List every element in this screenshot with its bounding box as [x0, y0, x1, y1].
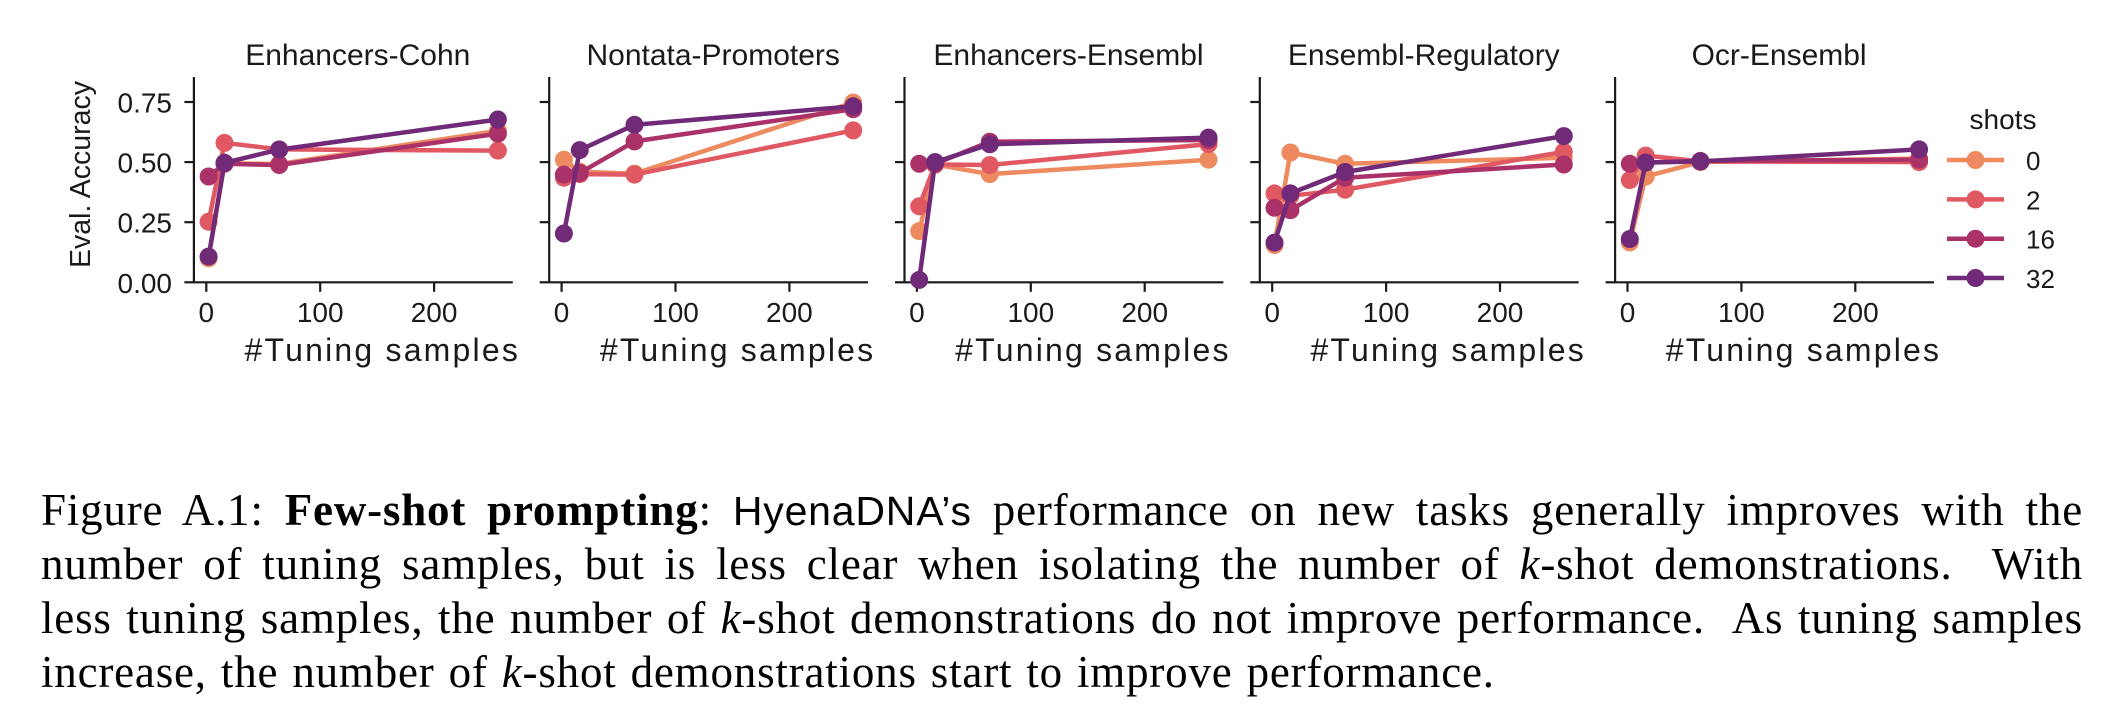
- svg-text:16: 16: [2026, 225, 2055, 255]
- svg-text:0: 0: [554, 297, 570, 328]
- svg-text:Enhancers-Ensembl: Enhancers-Ensembl: [933, 39, 1203, 72]
- svg-text:Enhancers-Cohn: Enhancers-Cohn: [245, 39, 470, 72]
- svg-text:0.00: 0.00: [118, 268, 173, 299]
- svg-text:100: 100: [1718, 297, 1765, 328]
- svg-text:#Tuning samples: #Tuning samples: [245, 332, 521, 368]
- svg-text:100: 100: [1363, 297, 1410, 328]
- svg-text:200: 200: [1477, 297, 1524, 328]
- svg-text:Nontata-Promoters: Nontata-Promoters: [586, 39, 839, 72]
- svg-text:100: 100: [297, 297, 344, 328]
- svg-text:0: 0: [1620, 297, 1636, 328]
- svg-text:0: 0: [2026, 146, 2040, 176]
- svg-text:32: 32: [2026, 264, 2055, 294]
- svg-text:100: 100: [1007, 297, 1054, 328]
- svg-text:200: 200: [1121, 297, 1168, 328]
- svg-text:100: 100: [652, 297, 699, 328]
- svg-text:0.50: 0.50: [118, 148, 173, 179]
- svg-text:2: 2: [2026, 185, 2040, 215]
- svg-text:200: 200: [766, 297, 813, 328]
- svg-text:0: 0: [909, 297, 925, 328]
- svg-text:0.75: 0.75: [118, 88, 173, 119]
- svg-text:#Tuning samples: #Tuning samples: [955, 332, 1231, 368]
- svg-text:#Tuning samples: #Tuning samples: [1310, 332, 1586, 368]
- svg-text:shots: shots: [1970, 104, 2037, 135]
- svg-text:0.25: 0.25: [118, 208, 173, 239]
- svg-text:#Tuning samples: #Tuning samples: [1666, 332, 1942, 368]
- svg-text:Eval. Accuracy: Eval. Accuracy: [65, 80, 97, 268]
- svg-text:0: 0: [199, 297, 215, 328]
- svg-text:200: 200: [1832, 297, 1879, 328]
- svg-text:0: 0: [1264, 297, 1280, 328]
- svg-text:Ensembl-Regulatory: Ensembl-Regulatory: [1288, 39, 1560, 72]
- svg-text:Ocr-Ensembl: Ocr-Ensembl: [1692, 39, 1867, 72]
- svg-text:#Tuning samples: #Tuning samples: [600, 332, 876, 368]
- svg-text:200: 200: [411, 297, 458, 328]
